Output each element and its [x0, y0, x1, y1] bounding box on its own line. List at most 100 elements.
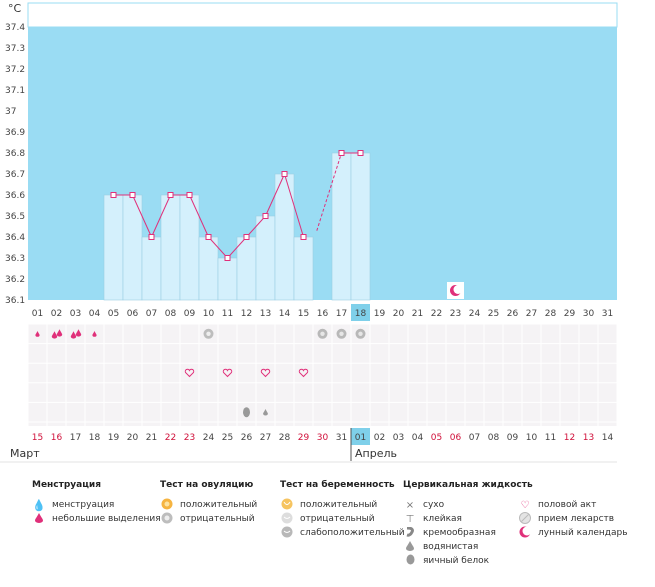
y-tick-label: 36.8: [5, 149, 25, 159]
temperature-point: [224, 255, 231, 261]
legend-label: яичный белок: [423, 556, 490, 566]
temperature-bar: [103, 194, 124, 301]
creamy-icon: [403, 526, 417, 540]
y-tick-label: 36.4: [5, 233, 25, 243]
pregnancy-weak-icon: [280, 526, 294, 541]
cycle-day-label: 01: [32, 309, 43, 319]
pill-icon: [518, 511, 532, 527]
legend-item: яичный белок: [403, 554, 533, 568]
y-tick-label: 36.7: [5, 170, 25, 180]
date-label: 29: [298, 433, 310, 443]
axis-ticks: 37.4 37.3 37.2 37.1 37 36.9 36.8 36.7 36.6 36.5 36…: [0, 23, 617, 463]
temperature-point: [338, 150, 345, 156]
month-label-second: Апрель: [355, 447, 397, 460]
legend-item: ⊤ клейкая: [403, 512, 533, 526]
month-label-first: Март: [10, 447, 40, 460]
legend-pregnancy-test: Тест на беременность положительный отриц…: [280, 480, 405, 540]
egg-white-icon: [403, 554, 417, 568]
legend-item: ♡ половой акт: [518, 498, 628, 512]
dry-icon: ×: [405, 499, 415, 511]
watery-icon: [263, 409, 268, 416]
cycle-day-label: 29: [564, 309, 576, 319]
cycle-day-label: 16: [317, 309, 329, 319]
legend-label: менструация: [52, 500, 115, 510]
legend-label: положительный: [180, 500, 258, 510]
y-tick-label: 36.3: [5, 254, 25, 264]
y-tick-label: 36.1: [5, 296, 25, 306]
line-segment: [132, 194, 152, 238]
temperature-point: [205, 234, 212, 240]
legend-label: лунный календарь: [538, 528, 628, 538]
cycle-day-label: 21: [412, 309, 423, 319]
date-label: 19: [108, 433, 120, 443]
y-tick-label: 36.6: [5, 191, 25, 201]
date-label: 15: [32, 433, 43, 443]
pregnancy-negative-icon: [280, 512, 294, 527]
date-label: 20: [127, 433, 139, 443]
moon-icon: [518, 526, 532, 541]
y-tick-label: 37: [5, 107, 16, 117]
temperature-bar: [141, 236, 162, 301]
cycle-day-label: 27: [526, 309, 537, 319]
cycle-day-label: 30: [583, 309, 595, 319]
temperature-bars: [103, 152, 371, 301]
legend-label: отрицательный: [300, 514, 375, 524]
cycle-day-label: 24: [469, 309, 481, 319]
cycle-day-label: 10: [203, 309, 215, 319]
temperature-point: [110, 192, 117, 198]
legend-label: кремообразная: [423, 528, 496, 538]
cycle-day-label: 08: [165, 309, 177, 319]
drop-light-icon: [32, 512, 46, 526]
line-segment: [246, 215, 266, 238]
plot-top-margin: [27, 2, 618, 28]
legend-menstruation: Менструация 💧 менструация небольшие выдел…: [32, 480, 161, 526]
heart-icon: ♡: [520, 499, 530, 511]
cycle-day-label: 05: [108, 309, 119, 319]
date-label: 17: [70, 433, 81, 443]
date-label: 07: [469, 433, 480, 443]
y-tick-label: 37.3: [5, 44, 25, 54]
legend-label: небольшие выделения: [52, 514, 161, 524]
drop-light-icon: [35, 331, 40, 337]
heart-icon: [260, 368, 271, 378]
legend-cervical-fluid: Цервикальная жидкость × сухо ⊤ клейкая кре…: [403, 480, 533, 568]
legend-label: отрицательный: [180, 514, 255, 524]
legend-pregnancy-title: Тест на беременность: [280, 480, 395, 490]
line-segment: [151, 194, 171, 238]
drop-heavy-icon: [56, 329, 63, 337]
drop-heavy-icon: 💧: [32, 498, 46, 512]
cycle-day-label: 26: [507, 309, 519, 319]
legend-label: половой акт: [538, 500, 597, 510]
cycle-day-label: 28: [545, 309, 557, 319]
y-tick-label: 36.9: [5, 128, 25, 138]
legend-label: клейкая: [423, 514, 462, 524]
temperature-bar: [236, 236, 257, 301]
cycle-day-label: 25: [488, 309, 499, 319]
date-label: 27: [260, 433, 271, 443]
y-tick-label: 37.4: [5, 23, 25, 33]
cycle-day-label: 22: [431, 309, 442, 319]
temperature-bar: [217, 257, 238, 301]
marker-grid-bg: [28, 324, 617, 426]
line-segment: [284, 173, 304, 238]
date-label: 31: [336, 433, 347, 443]
legend-item: положительный: [160, 498, 257, 512]
legend-other: ♡ половой акт прием лекарств лунный кален…: [518, 480, 628, 540]
heart-icon: [222, 368, 233, 378]
cycle-day-label: 14: [279, 309, 291, 319]
cycle-day-label: 13: [260, 309, 271, 319]
cycle-day-label: 18: [355, 309, 367, 319]
cycle-day-label: 20: [393, 309, 405, 319]
moon-icon-cutout: [453, 285, 463, 294]
temperature-point: [357, 150, 364, 156]
heart-icon: [298, 368, 309, 378]
date-label: 05: [431, 433, 442, 443]
legend-label: положительный: [300, 500, 378, 510]
legend-label: прием лекарств: [538, 514, 615, 524]
legend-item: лунный календарь: [518, 526, 628, 540]
legend-label: слабоположительный: [300, 528, 405, 538]
pregnancy-positive-icon: [280, 498, 294, 513]
heart-icon: [184, 368, 195, 378]
date-highlight: [351, 428, 370, 445]
cycle-day-label: 12: [241, 309, 252, 319]
